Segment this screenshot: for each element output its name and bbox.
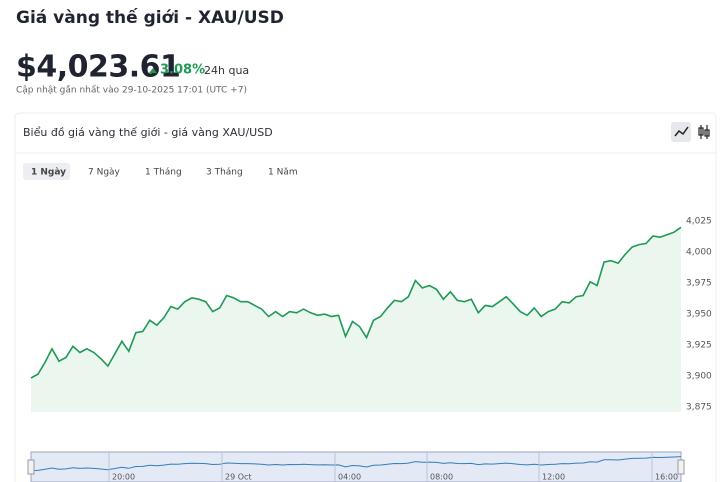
navigator-label: 29 Oct xyxy=(225,473,252,482)
price-area xyxy=(31,227,681,412)
navigator-label: 08:00 xyxy=(430,473,453,482)
y-tick-label: 4,000 xyxy=(686,248,712,258)
updated-time: Cập nhật gần nhất vào 29-10-2025 17:01 (… xyxy=(16,85,247,96)
navigator-handle xyxy=(677,459,685,475)
navigator-line xyxy=(30,456,682,472)
price-change: 3.08% xyxy=(160,63,205,78)
change-period: 24h qua xyxy=(204,64,249,77)
y-tick-label: 3,875 xyxy=(686,403,712,413)
candle-button[interactable] xyxy=(698,125,710,139)
time-tab[interactable]: 3 Tháng xyxy=(206,168,243,178)
time-tab[interactable]: 1 Tháng xyxy=(145,168,182,178)
y-tick-label: 3,900 xyxy=(686,372,712,382)
price-line xyxy=(30,226,682,379)
time-tab[interactable]: 1 Ngày xyxy=(31,168,66,178)
navigator-label: 04:00 xyxy=(338,473,361,482)
navigator[interactable] xyxy=(30,451,682,482)
navigator-handle xyxy=(27,459,35,475)
tab-active-bg xyxy=(23,163,70,180)
price: $4,023.61 xyxy=(16,50,180,85)
card-title: Biểu đồ giá vàng thế giới - giá vàng XAU… xyxy=(23,126,273,139)
y-tick-label: 3,925 xyxy=(686,341,712,351)
page-title: Giá vàng thế giới - XAU/USD xyxy=(16,7,284,28)
line-icon xyxy=(674,126,689,137)
y-tick-label: 3,950 xyxy=(686,310,712,320)
time-tab[interactable]: 7 Ngày xyxy=(88,168,121,178)
up-arrow xyxy=(149,68,157,73)
navigator-label: 16:00 xyxy=(655,473,678,482)
y-tick-label: 3,975 xyxy=(686,279,712,289)
time-tab[interactable]: 1 Năm xyxy=(268,168,298,178)
y-tick-label: 4,025 xyxy=(686,217,712,227)
navigator-label: 12:00 xyxy=(542,473,565,482)
navigator-label: 20:00 xyxy=(112,473,135,482)
